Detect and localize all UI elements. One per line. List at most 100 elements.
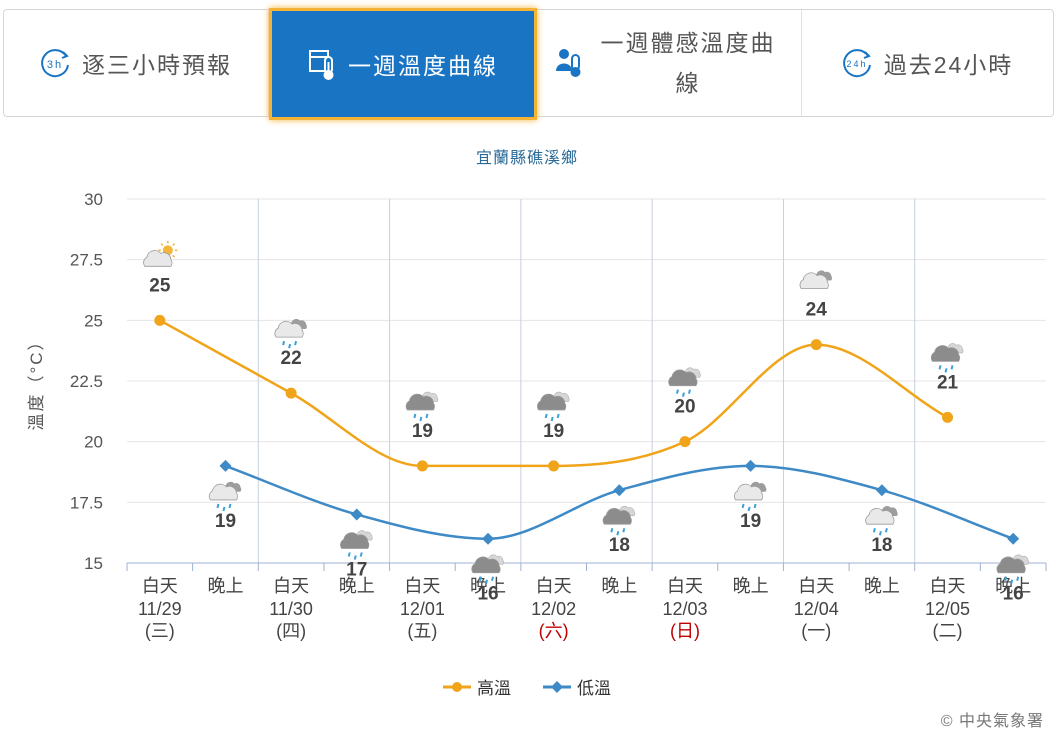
overcast-rain-icon [537, 391, 570, 422]
tab-label: 過去24小時 [883, 52, 1014, 78]
tab-past-24-hours[interactable]: 24h 過去24小時 [802, 10, 1053, 116]
y-axis-label: 溫度（°C） [27, 331, 46, 430]
cloud-shape [405, 393, 435, 411]
forecast-tabs: 3h 逐三小時預報 一週溫度曲線 一週體感溫度曲線 24h 過去24小時 [3, 8, 1054, 120]
cloud-shape [733, 483, 764, 501]
tab-weekly-apparent-temperature[interactable]: 一週體感溫度曲線 [537, 10, 802, 116]
data-point-high [810, 339, 822, 351]
rain-drop [556, 413, 560, 419]
data-label: 18 [609, 535, 630, 556]
x-tick-label-period: 晚上 [207, 576, 243, 596]
x-tick-label-weekday: (三) [145, 621, 175, 641]
person-thermometer-icon [555, 47, 583, 79]
data-label: 19 [412, 421, 433, 442]
rain-drop [282, 340, 286, 346]
rain-drop [1010, 579, 1014, 584]
credit-text: © 中央氣象署 [940, 713, 1044, 730]
legend-low-label: 低溫 [577, 679, 611, 698]
3h-clock-icon: 3h [40, 47, 72, 79]
rain-drop [681, 392, 685, 397]
x-tick-label-date: 12/04 [794, 599, 839, 619]
rain-drop [485, 579, 489, 584]
x-tick-label-weekday: (四) [276, 621, 306, 641]
data-point-high [154, 314, 166, 326]
cloudy-rain-icon [733, 481, 767, 512]
data-label: 21 [937, 372, 959, 393]
x-tick-label-period: 白天 [536, 576, 572, 596]
data-label: 17 [346, 559, 367, 580]
x-tick-label-period: 白天 [273, 576, 309, 596]
rain-drop [878, 530, 882, 536]
x-tick-label-date: 12/02 [531, 599, 576, 619]
x-tick-label-period: 晚上 [601, 576, 637, 596]
rain-drop [1016, 576, 1020, 581]
data-point-low [613, 484, 626, 497]
cloud-shape [799, 272, 829, 290]
rain-drop [222, 506, 226, 512]
tab-label: 一週體感溫度曲線 [600, 30, 776, 96]
x-tick-label-period: 白天 [798, 576, 834, 596]
rain-drop [610, 527, 614, 533]
rain-drop [944, 368, 948, 373]
rain-drop [938, 365, 942, 370]
cloud-shape [274, 320, 304, 338]
x-tick-label-date: 12/01 [400, 599, 445, 619]
cloud-shape [143, 250, 173, 267]
y-tick-label: 25 [84, 311, 103, 330]
y-tick-label: 30 [84, 190, 103, 209]
data-label: 24 [806, 300, 828, 321]
x-tick-label-date: 11/30 [269, 599, 313, 619]
rain-drop [479, 576, 483, 581]
calendar-thermometer-icon [308, 47, 338, 81]
data-point-low [875, 484, 888, 497]
rain-drop [675, 389, 679, 394]
data-label: 19 [543, 421, 564, 442]
station-name: 宜蘭縣礁溪鄉 [475, 150, 578, 167]
x-tick-label-period: 白天 [930, 576, 966, 596]
overcast-rain-icon [930, 343, 964, 373]
overcast-rain-icon [602, 506, 636, 536]
x-tick-label-period: 白天 [142, 576, 178, 596]
x-tick-label-period: 白天 [667, 576, 703, 596]
rain-drop [741, 503, 745, 509]
x-tick-label-weekday: (日) [670, 621, 700, 641]
y-tick-label: 17.5 [70, 493, 103, 512]
tab-weekly-temperature[interactable]: 一週溫度曲線 [269, 8, 537, 120]
series-line-high [159, 319, 949, 468]
svg-text:3h: 3h [47, 59, 63, 71]
cloudy-rain-icon [274, 319, 307, 349]
partly-cloudy-sun-icon [143, 240, 178, 267]
rain-drop [419, 416, 423, 422]
legend-item-high[interactable]: 高溫 [443, 674, 511, 699]
cloudy-icon [799, 270, 832, 290]
y-tick-label: 22.5 [70, 372, 103, 391]
legend-high-label: 高溫 [477, 679, 511, 698]
legend-item-low[interactable]: 低溫 [543, 674, 611, 699]
data-point-low [219, 459, 232, 472]
cloud-shape [865, 507, 895, 525]
chart-legend: 高溫 低溫 [0, 674, 1054, 699]
data-label: 18 [871, 535, 892, 556]
data-label: 16 [1003, 584, 1024, 605]
24h-clock-icon: 24h [842, 47, 874, 79]
y-tick-label: 15 [84, 554, 103, 573]
rain-drop [491, 576, 495, 581]
x-tick-label-date: 12/03 [662, 599, 707, 619]
rain-drop [747, 506, 751, 512]
x-tick-label-weekday: (一) [801, 621, 831, 641]
cloudy-rain-icon [865, 506, 898, 536]
rain-drop [544, 413, 548, 419]
cloud-shape [996, 556, 1026, 574]
rain-drop [413, 413, 417, 419]
rain-drop [353, 555, 357, 560]
cloud-shape [471, 556, 501, 574]
rain-drop [616, 530, 620, 536]
data-point-high [548, 460, 560, 472]
x-tick-label-period: 晚上 [339, 576, 375, 596]
rain-drop [622, 527, 626, 533]
x-tick-label-period: 晚上 [470, 576, 506, 596]
x-tick-label-weekday: (五) [407, 621, 437, 641]
cloud-shape [208, 483, 238, 501]
cloud-shape [930, 345, 961, 362]
tab-3-hour-forecast[interactable]: 3h 逐三小時預報 [4, 10, 269, 116]
